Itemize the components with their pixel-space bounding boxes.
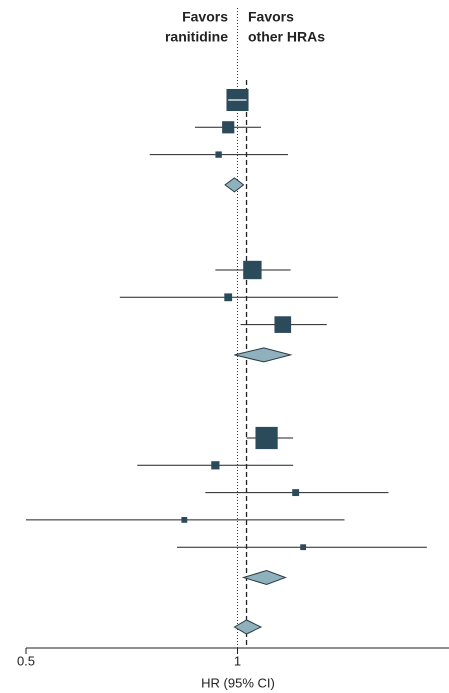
pooled-diamond bbox=[224, 177, 245, 193]
left-label: Favors bbox=[182, 9, 228, 25]
hr-square bbox=[222, 121, 235, 134]
hr-square bbox=[215, 151, 222, 158]
x-tick-label: 0.5 bbox=[17, 653, 35, 668]
hr-square bbox=[300, 544, 307, 551]
x-axis-label: HR (95% CI) bbox=[201, 675, 275, 690]
left-label: ranitidine bbox=[165, 29, 228, 45]
hr-square bbox=[243, 260, 262, 280]
pooled-diamond bbox=[241, 569, 287, 586]
hr-square bbox=[255, 426, 278, 450]
pooled-diamond bbox=[234, 347, 293, 363]
pooled-diamond bbox=[233, 619, 263, 635]
hr-square bbox=[224, 293, 233, 302]
hr-square bbox=[211, 461, 220, 470]
hr-square bbox=[181, 516, 188, 523]
right-label: other HRAs bbox=[248, 29, 325, 45]
hr-square bbox=[274, 316, 292, 333]
x-tick-label: 1 bbox=[234, 653, 241, 668]
hr-square bbox=[292, 489, 300, 497]
right-label: Favors bbox=[248, 9, 294, 25]
